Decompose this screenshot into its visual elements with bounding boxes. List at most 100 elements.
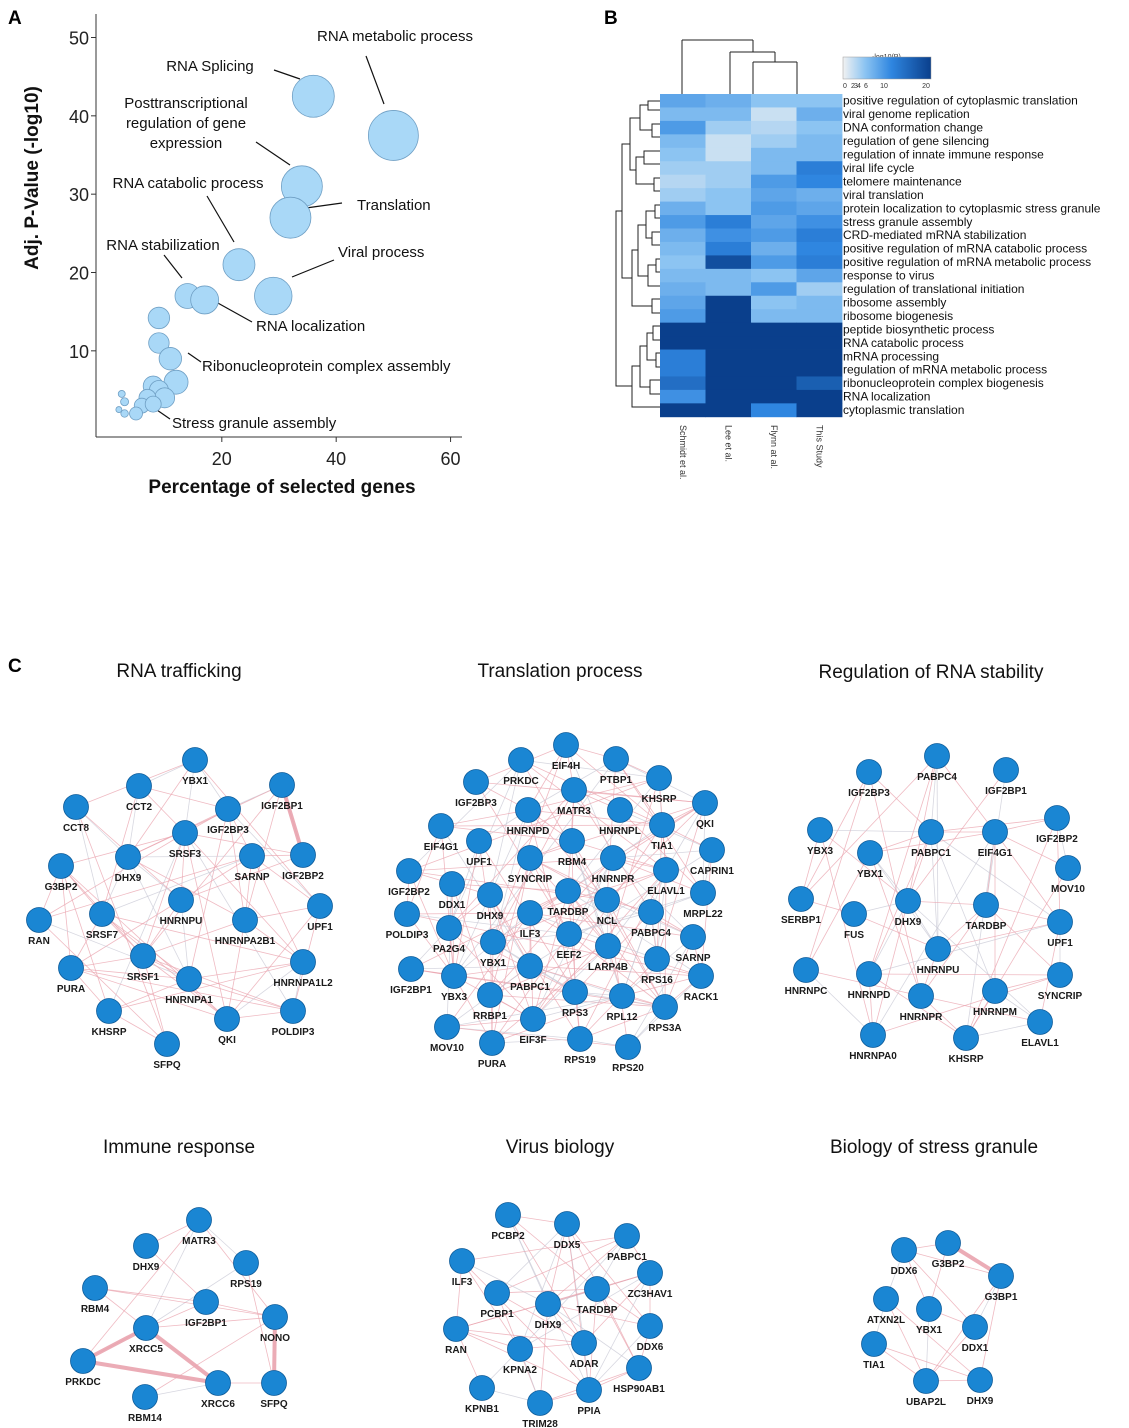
node-label-elavl1: ELAVL1 (1021, 1038, 1059, 1049)
network-edge (529, 965, 666, 1008)
node-tia1 (649, 812, 675, 838)
bubble-label-rna-catabolic-process: RNA catabolic process (113, 175, 264, 192)
bubble-ribonucleoprotein-complex-assembly (158, 347, 182, 371)
y-tick-label: 20 (69, 264, 89, 284)
heatmap-cell (796, 268, 843, 283)
colorbar-tick-label: 2 (851, 83, 855, 90)
node-tardbp (973, 892, 999, 918)
network-edge (873, 1343, 981, 1381)
network-immune-response: MATR3 DHX9 RPS19 RBM4 IGF2BP1 NONO XRCC5 PRKDC X… (65, 1207, 290, 1424)
node-qki (214, 1006, 240, 1032)
node-tardbp (584, 1276, 610, 1302)
network-edge (805, 969, 874, 1036)
network-edge (60, 865, 72, 969)
heatmap-cell (751, 255, 797, 270)
bubble-label-rna-stabilization: RNA stabilization (106, 237, 219, 254)
heatmap-cell (705, 403, 752, 418)
node-pabpc1 (918, 819, 944, 845)
bubble-point-21 (115, 406, 123, 413)
network-edge (145, 1219, 200, 1329)
node-ppia (576, 1377, 602, 1403)
network-edge (127, 856, 190, 980)
network-edge (903, 1249, 976, 1328)
network-edge (108, 978, 190, 1012)
node-rps19 (233, 1250, 259, 1276)
colorbar-tick-label: 10 (880, 83, 888, 90)
node-label-igf2bp2: IGF2BP2 (282, 871, 324, 882)
network-edge (566, 1223, 590, 1391)
network-edge (496, 1223, 568, 1294)
node-label-igf2bp1: IGF2BP1 (390, 985, 432, 996)
heatmap-cell (705, 241, 752, 256)
network-edge (529, 912, 658, 960)
network-edge (656, 824, 663, 960)
node-pura (479, 1030, 505, 1056)
network-edge (451, 883, 569, 892)
node-label-ubap2l: UBAP2L (906, 1397, 946, 1408)
network-edge (226, 905, 321, 1020)
colorbar-tick-label: 6 (864, 83, 868, 90)
node-label-dhx9: DHX9 (967, 1396, 994, 1407)
node-hnrnpu (925, 936, 951, 962)
network-edge (184, 832, 304, 963)
heatmap-cell (705, 389, 752, 404)
network-edge (461, 1260, 590, 1391)
network-edge (529, 857, 570, 935)
node-pcbp1 (484, 1280, 510, 1306)
node-larp4b (595, 933, 621, 959)
heatmap-cell (751, 349, 797, 364)
network-edge (872, 974, 1061, 1036)
network-edge (930, 831, 996, 992)
node-g3bp1 (988, 1263, 1014, 1289)
network-edge (700, 849, 713, 977)
heatmap-cell (705, 188, 752, 202)
node-label-poldip3: POLDIP3 (272, 1027, 315, 1038)
network-edge (520, 759, 667, 871)
node-label-g3bp2: G3BP2 (932, 1259, 965, 1270)
node-ybx1 (480, 929, 506, 955)
network-edge (38, 919, 190, 980)
bubble-point-17 (144, 395, 162, 413)
y-tick-label: 10 (69, 342, 89, 362)
node-label-hnrnpu: HNRNPU (160, 916, 203, 927)
network-edge (38, 855, 253, 921)
node-igf2bp1 (269, 772, 295, 798)
heatmap-cell (796, 120, 843, 135)
network-title-virus-biology: Virus biology (506, 1137, 615, 1158)
network-edge (245, 1262, 275, 1384)
node-kpna2 (507, 1336, 533, 1362)
node-label-hnrnpa1: HNRNPA1 (165, 995, 213, 1006)
network-edge (101, 913, 304, 963)
network-nodes: DDX6 G3BP2 G3BP1 ATXN2L YBX1 DDX1 TIA1 UBAP2L DH… (861, 1230, 1018, 1408)
heatmap-cell (796, 94, 843, 108)
network-edge (406, 912, 531, 915)
bubble-translation (269, 196, 312, 239)
node-hnrnpd (515, 797, 541, 823)
node-pabpc1 (517, 953, 543, 979)
heatmap-column-label: Flynn at al. (769, 425, 779, 469)
network-edge (408, 777, 660, 872)
network-edge (527, 809, 608, 901)
node-label-tardbp: TARDBP (577, 1305, 618, 1316)
node-zc3hav1 (637, 1260, 663, 1286)
node-atxn2l (873, 1286, 899, 1312)
node-upf1 (1047, 909, 1073, 935)
network-edge (142, 919, 246, 957)
node-label-pcbp1: PCBP1 (480, 1309, 514, 1320)
x-tick-label: 40 (326, 449, 346, 469)
heatmap-cell (705, 134, 752, 149)
network-edge (251, 855, 321, 907)
heatmap-cell (751, 376, 797, 391)
network-edge (885, 1298, 981, 1381)
heatmap-cell (705, 107, 752, 122)
bubble-point-20 (120, 397, 129, 407)
node-serbp1 (788, 886, 814, 912)
network-edge (138, 785, 229, 810)
node-label-srsf3: SRSF3 (169, 849, 202, 860)
node-rack1 (688, 963, 714, 989)
heatmap-row-label: regulation of gene silencing (843, 134, 989, 148)
network-edge (573, 789, 706, 804)
node-eif3f (520, 1006, 546, 1032)
node-label-rps3a: RPS3A (648, 1023, 681, 1034)
